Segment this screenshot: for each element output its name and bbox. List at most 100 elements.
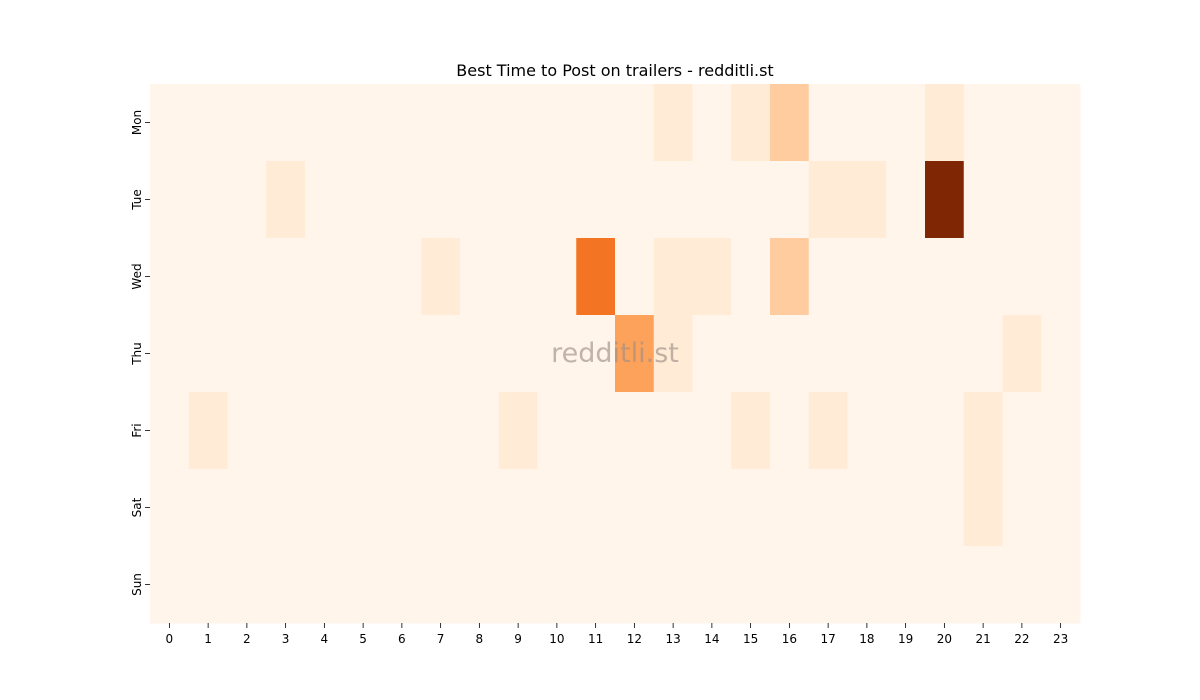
x-tick-label-18: 18: [859, 632, 874, 646]
heatmap-cell-thu-3: [266, 315, 306, 393]
y-tick-label-fri: Fri: [130, 423, 144, 437]
heatmap-cell-wed-8: [460, 238, 500, 316]
heatmap-cell-sun-9: [498, 546, 538, 624]
heatmap-cell-fri-15: [731, 392, 771, 470]
heatmap-cell-thu-2: [227, 315, 267, 393]
heatmap-cell-thu-8: [460, 315, 500, 393]
heatmap-cell-mon-17: [808, 84, 848, 162]
heatmap-cell-sun-13: [653, 546, 693, 624]
heatmap-cell-sat-10: [537, 469, 577, 547]
heatmap-cell-thu-9: [498, 315, 538, 393]
x-tick-label-12: 12: [627, 632, 642, 646]
heatmap-cell-mon-0: [150, 84, 190, 162]
heatmap-cell-wed-10: [537, 238, 577, 316]
x-tick-label-5: 5: [359, 632, 367, 646]
heatmap-cell-fri-23: [1041, 392, 1081, 470]
heatmap-cell-sun-4: [305, 546, 345, 624]
y-tick-label-sat: Sat: [130, 497, 144, 517]
x-tick-label-15: 15: [743, 632, 758, 646]
heatmap-cell-wed-7: [421, 238, 461, 316]
heatmap-cell-thu-0: [150, 315, 190, 393]
heatmap-cell-tue-6: [382, 161, 422, 239]
heatmap-cell-sat-12: [615, 469, 655, 547]
heatmap-cell-wed-15: [731, 238, 771, 316]
x-tick-label-4: 4: [321, 632, 329, 646]
heatmap-cell-mon-2: [227, 84, 267, 162]
heatmap-cell-fri-21: [963, 392, 1003, 470]
heatmap-cell-mon-14: [692, 84, 732, 162]
heatmap-cell-thu-23: [1041, 315, 1081, 393]
heatmap-cell-fri-4: [305, 392, 345, 470]
x-tick-label-10: 10: [549, 632, 564, 646]
heatmap-cell-sat-20: [925, 469, 965, 547]
x-tick-label-22: 22: [1014, 632, 1029, 646]
heatmap-cell-sun-5: [343, 546, 383, 624]
heatmap-cell-wed-21: [963, 238, 1003, 316]
heatmap-cell-fri-12: [615, 392, 655, 470]
heatmap-cell-wed-2: [227, 238, 267, 316]
heatmap-cell-tue-16: [770, 161, 810, 239]
heatmap-cell-thu-4: [305, 315, 345, 393]
heatmap-cell-sat-15: [731, 469, 771, 547]
x-tick-label-8: 8: [476, 632, 484, 646]
heatmap-cell-sun-20: [925, 546, 965, 624]
heatmap-cell-sun-21: [963, 546, 1003, 624]
chart-title: Best Time to Post on trailers - redditli…: [456, 61, 773, 80]
heatmap-cell-sun-23: [1041, 546, 1081, 624]
x-tick-label-13: 13: [665, 632, 680, 646]
x-tick-label-23: 23: [1053, 632, 1068, 646]
heatmap-cell-sat-6: [382, 469, 422, 547]
heatmap-cell-wed-13: [653, 238, 693, 316]
heatmap-cell-tue-4: [305, 161, 345, 239]
x-tick-label-20: 20: [937, 632, 952, 646]
heatmap-cell-tue-12: [615, 161, 655, 239]
heatmap-cell-wed-19: [886, 238, 926, 316]
heatmap-cell-mon-13: [653, 84, 693, 162]
heatmap-cell-sun-18: [847, 546, 887, 624]
heatmap-cell-thu-13: [653, 315, 693, 393]
heatmap-cell-sat-23: [1041, 469, 1081, 547]
heatmap-cell-wed-0: [150, 238, 190, 316]
heatmap-cell-wed-6: [382, 238, 422, 316]
heatmap-cell-tue-11: [576, 161, 616, 239]
heatmap-cell-sat-0: [150, 469, 190, 547]
heatmap-cell-mon-10: [537, 84, 577, 162]
x-tick-label-14: 14: [704, 632, 719, 646]
heatmap-cell-tue-9: [498, 161, 538, 239]
heatmap-cell-sat-3: [266, 469, 306, 547]
heatmap-cell-sun-16: [770, 546, 810, 624]
heatmap-cell-mon-12: [615, 84, 655, 162]
heatmap-cell-thu-19: [886, 315, 926, 393]
heatmap-cell-wed-20: [925, 238, 965, 316]
heatmap-cell-fri-20: [925, 392, 965, 470]
x-axis: 0 1 2 3 4 5 6 7 8 9 10 11 12 13 14 15 16 17 18 19 20 21 22 23: [166, 623, 1068, 646]
heatmap-cell-sat-21: [963, 469, 1003, 547]
heatmap-cell-tue-5: [343, 161, 383, 239]
heatmap-cell-thu-11: [576, 315, 616, 393]
heatmap-cell-mon-9: [498, 84, 538, 162]
heatmap-cell-sat-11: [576, 469, 616, 547]
heatmap-cell-wed-11: [576, 238, 616, 316]
x-tick-label-17: 17: [820, 632, 835, 646]
heatmap-cell-sat-1: [188, 469, 228, 547]
x-tick-label-0: 0: [166, 632, 174, 646]
heatmap-cell-sun-1: [188, 546, 228, 624]
heatmap-cell-tue-7: [421, 161, 461, 239]
heatmap-cell-mon-19: [886, 84, 926, 162]
heatmap-cell-tue-23: [1041, 161, 1081, 239]
heatmap-cell-sat-22: [1002, 469, 1042, 547]
heatmap-cell-sat-19: [886, 469, 926, 547]
heatmap-cell-sat-18: [847, 469, 887, 547]
heatmap-cell-sat-5: [343, 469, 383, 547]
heatmap-cell-tue-19: [886, 161, 926, 239]
heatmap-cell-wed-1: [188, 238, 228, 316]
heatmap-cell-fri-2: [227, 392, 267, 470]
heatmap-cell-fri-0: [150, 392, 190, 470]
heatmap-cell-thu-1: [188, 315, 228, 393]
heatmap-cell-sun-12: [615, 546, 655, 624]
x-tick-label-6: 6: [398, 632, 406, 646]
heatmap-cell-tue-18: [847, 161, 887, 239]
heatmap-cell-sun-8: [460, 546, 500, 624]
y-tick-label-mon: Mon: [130, 110, 144, 135]
heatmap-cell-thu-5: [343, 315, 383, 393]
